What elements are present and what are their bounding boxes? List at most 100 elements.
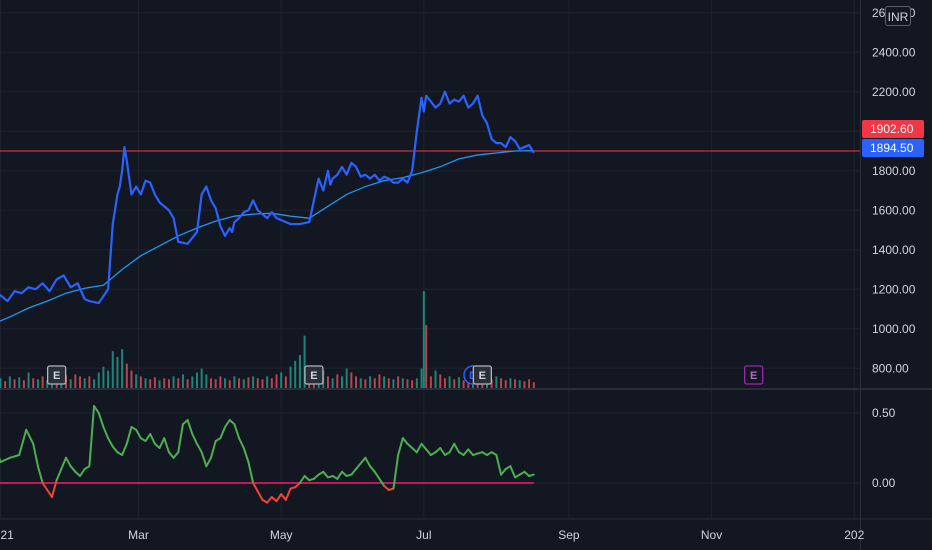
time-axis-label: Sep [558, 528, 580, 542]
volume-bar [355, 376, 358, 388]
volume-bar [523, 381, 526, 388]
oscillator-segment [200, 451, 208, 468]
oscillator-segment [55, 468, 63, 482]
oscillator-segment [373, 470, 381, 480]
event-markers: EEDEE [46, 365, 764, 385]
volume-bar [247, 377, 250, 388]
oscillator-segment [439, 447, 446, 456]
oscillator-segment [135, 428, 142, 440]
oscillator-segment [41, 482, 49, 491]
volume-bar [256, 378, 259, 388]
price-axis-label: 2400.00 [872, 45, 916, 59]
price-axis-label: 1200.00 [872, 282, 916, 296]
volume-bar [518, 380, 521, 388]
oscillator-segment [401, 437, 409, 445]
oscillator-segment [195, 442, 203, 454]
earnings-marker[interactable]: E [744, 365, 764, 385]
oscillator-segment [50, 479, 58, 498]
volume-bar [172, 376, 175, 388]
oscillator-segment [397, 437, 404, 456]
oscillator-axis-label: 0.00 [872, 476, 896, 490]
oscillator-segment [322, 470, 329, 479]
oscillator-segment [0, 456, 11, 463]
oscillator-segment [149, 433, 156, 445]
volume-bar [88, 376, 91, 388]
oscillator-segment [509, 465, 517, 479]
oscillator-segment [247, 461, 255, 484]
oscillator-segment [205, 456, 213, 468]
oscillator-segment [266, 496, 273, 504]
volume-bar [453, 379, 456, 388]
volume-bar [83, 378, 86, 388]
volume-bar [181, 374, 184, 388]
volume-bar [457, 377, 460, 388]
volume-bar [22, 380, 25, 388]
volume-bar [336, 374, 339, 388]
volume-bar [383, 376, 386, 388]
oscillator-segment [434, 447, 442, 454]
grid [0, 0, 860, 518]
oscillator-segment [163, 437, 170, 454]
volume-bar [331, 378, 334, 388]
oscillator-segment [415, 442, 423, 454]
price-axis-label: 1800.00 [872, 164, 916, 178]
oscillator-segment [238, 437, 245, 449]
oscillator-axis-label: 0.50 [872, 406, 896, 420]
oscillator-segment [107, 437, 114, 448]
price-axis-label: 800.00 [872, 361, 909, 375]
event-marker-shape [472, 365, 492, 385]
price-tags: 1902.60 1894.50 [862, 120, 924, 157]
volume-bar [13, 379, 16, 388]
oscillator-segment [528, 473, 535, 477]
volume-bar [397, 376, 400, 388]
oscillator-segment [144, 433, 152, 442]
volume-bar [111, 351, 114, 388]
earnings-marker[interactable]: E [46, 365, 67, 385]
price-axis-label: 1600.00 [872, 203, 916, 217]
oscillator-segment [186, 419, 194, 435]
oscillator-segment [364, 456, 372, 468]
volume-pane [0, 291, 535, 388]
oscillator-segment [336, 470, 343, 480]
volume-bar [130, 370, 133, 388]
volume-bar [340, 376, 343, 388]
volume-bar [429, 376, 432, 388]
oscillator-segment [359, 456, 367, 465]
price-tag-label: 1902.60 [870, 122, 914, 136]
volume-bar [495, 376, 498, 388]
time-axis-label: Mar [128, 528, 149, 542]
volume-bar [490, 379, 493, 388]
volume-bar [532, 382, 535, 388]
volume-bar [214, 379, 217, 388]
oscillator-segment [406, 442, 414, 449]
oscillator-segment [462, 448, 470, 456]
oscillator-segment [219, 426, 227, 440]
volume-bar [369, 376, 372, 388]
oscillator-segment [167, 451, 175, 459]
volume-bar [121, 349, 124, 388]
oscillator-segment [36, 465, 44, 484]
oscillator-segment [64, 456, 72, 468]
volume-bar [195, 372, 198, 388]
oscillator-pane [0, 405, 535, 504]
volume-bar [219, 376, 222, 388]
volume-bar [233, 376, 236, 388]
earnings-marker[interactable]: E [472, 365, 492, 385]
volume-bar [158, 380, 161, 388]
volume-bar [210, 378, 213, 388]
earnings-marker[interactable]: E [304, 365, 324, 385]
oscillator-segment [495, 454, 503, 476]
volume-bar [125, 363, 128, 388]
price-tag-bg [862, 120, 924, 138]
currency-badge[interactable]: INR [885, 6, 911, 26]
oscillator-segment [8, 454, 21, 459]
oscillator-segment [158, 437, 166, 449]
oscillator-segment [69, 465, 77, 473]
event-marker-shape [46, 365, 67, 385]
volume-bar [420, 368, 423, 388]
oscillator-segment [252, 482, 259, 493]
oscillator-segment [60, 456, 67, 470]
oscillator-segment [224, 419, 231, 428]
